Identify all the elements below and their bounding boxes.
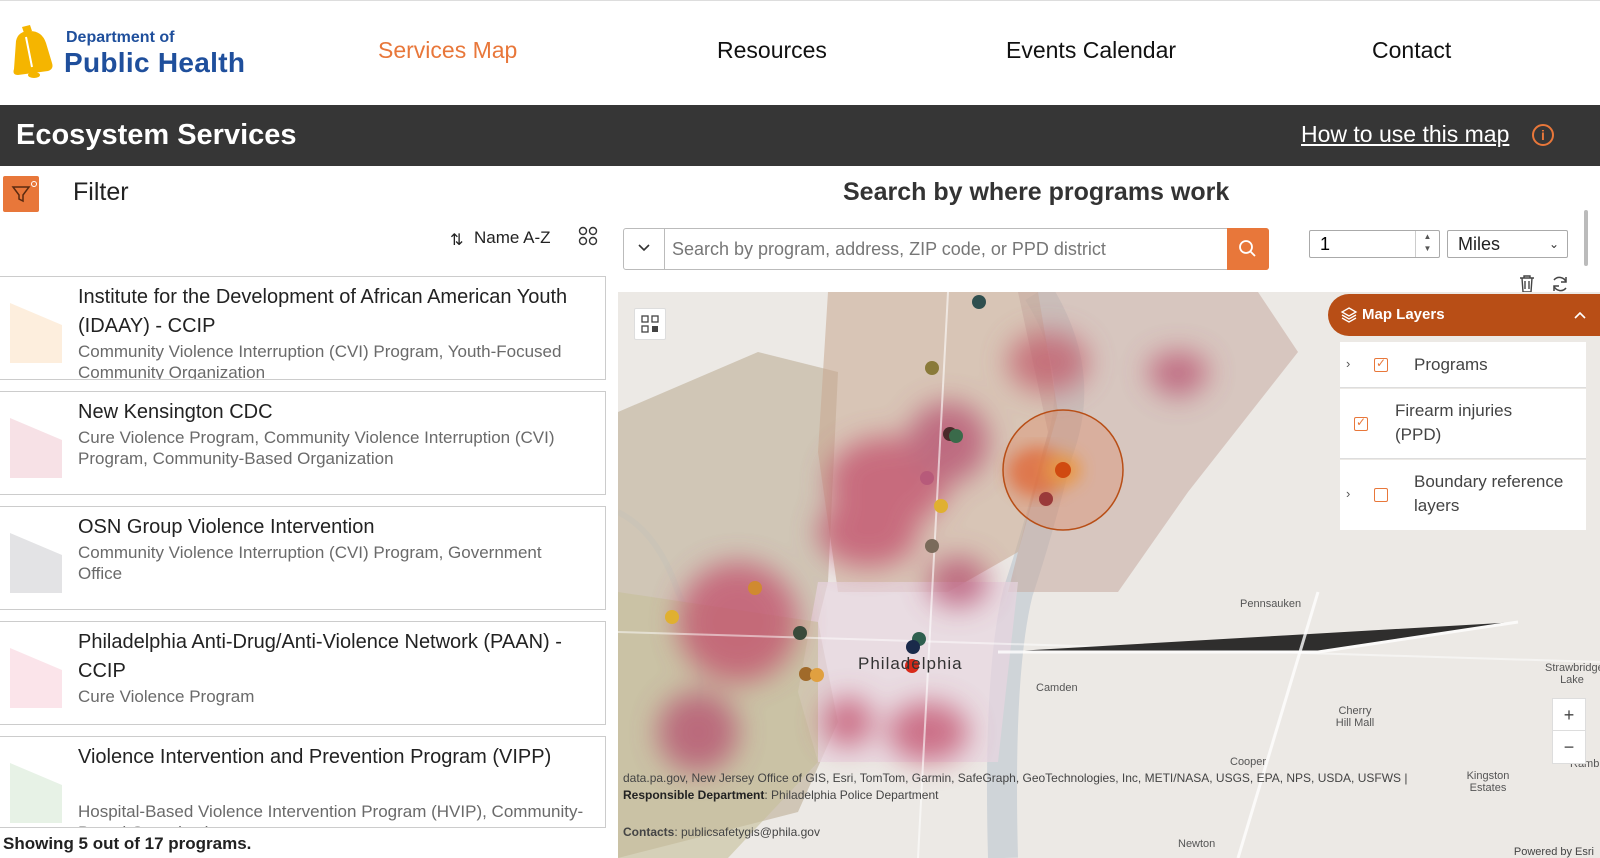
- map-layers-header[interactable]: Map Layers: [1328, 294, 1600, 336]
- trash-icon[interactable]: [1518, 274, 1536, 294]
- distance-stepper[interactable]: ▲▼: [1309, 230, 1440, 258]
- how-to-use-link[interactable]: How to use this map: [1301, 121, 1510, 147]
- attribution-text: data.pa.gov, New Jersey Office of GIS, E…: [623, 771, 1408, 785]
- program-thumbnail: [10, 648, 62, 708]
- program-thumbnail: [10, 418, 62, 478]
- filter-label: Filter: [73, 178, 129, 206]
- funnel-icon: [11, 186, 31, 203]
- nav-services-map[interactable]: Services Map: [378, 37, 518, 63]
- distance-input[interactable]: [1320, 233, 1410, 255]
- layer-boundary-label: Boundary reference layers: [1414, 472, 1564, 515]
- chevron-right-icon[interactable]: ›: [1346, 486, 1351, 501]
- map-layers-panel: Map Layers › Programs Firearm injuries (…: [1328, 292, 1600, 538]
- nav-events-calendar[interactable]: Events Calendar: [1006, 37, 1177, 63]
- chevron-up-icon[interactable]: [1572, 307, 1588, 323]
- layer-programs-checkbox[interactable]: [1374, 356, 1388, 372]
- layer-programs-label: Programs: [1414, 355, 1488, 374]
- refresh-icon[interactable]: [1550, 274, 1570, 294]
- grid-view-icon[interactable]: [578, 226, 598, 246]
- program-description: Hospital-Based Violence Intervention Pro…: [78, 802, 584, 827]
- search-dropdown-button[interactable]: [624, 229, 665, 269]
- map-layers-title: Map Layers: [1362, 306, 1445, 323]
- department-logo[interactable]: Department of Public Health: [8, 21, 268, 81]
- info-icon[interactable]: i: [1532, 124, 1554, 146]
- program-card[interactable]: Philadelphia Anti-Drug/Anti-Violence Net…: [0, 621, 606, 725]
- scrollbar[interactable]: [1584, 210, 1588, 266]
- layer-firearm-label: Firearm injuries (PPD): [1395, 401, 1513, 444]
- title-bar: Ecosystem Services How to use this map i: [0, 105, 1600, 166]
- layer-programs[interactable]: › Programs: [1340, 342, 1586, 388]
- logo-line2: Public Health: [64, 47, 246, 78]
- map-label-cooper: Cooper: [1230, 756, 1267, 768]
- map-label-strawbridge: Strawbridge Lake: [1545, 662, 1600, 686]
- program-name: Philadelphia Anti-Drug/Anti-Violence Net…: [78, 631, 562, 682]
- responsible-value: : Philadelphia Police Department: [764, 788, 939, 802]
- map-label-camden: Camden: [1036, 682, 1078, 694]
- chevron-down-icon: [638, 244, 650, 252]
- liberty-bell-icon: [13, 25, 53, 78]
- program-card[interactable]: New Kensington CDC Cure Violence Program…: [0, 391, 606, 495]
- page-title: Ecosystem Services: [16, 119, 297, 151]
- program-name: OSN Group Violence Intervention: [78, 516, 375, 538]
- chevron-down-icon[interactable]: ▼: [1423, 244, 1432, 253]
- units-select[interactable]: Miles ⌄: [1447, 230, 1568, 258]
- program-name: Violence Intervention and Prevention Pro…: [78, 746, 552, 768]
- program-thumbnail: [10, 303, 62, 363]
- program-list-panel: Filter ⇅ Name A-Z Institute for the Deve…: [0, 166, 608, 858]
- chevron-up-icon[interactable]: ▲: [1423, 232, 1432, 241]
- search-bar: [623, 228, 1269, 270]
- nav-contact[interactable]: Contact: [1372, 37, 1452, 63]
- zoom-controls: + −: [1552, 698, 1586, 764]
- chevron-down-icon: ⌄: [1548, 237, 1559, 251]
- program-card[interactable]: Violence Intervention and Prevention Pro…: [0, 736, 606, 828]
- search-icon: [1239, 240, 1256, 257]
- sort-icon[interactable]: ⇅: [450, 232, 464, 249]
- zoom-out-button[interactable]: −: [1563, 737, 1575, 757]
- layer-firearm-checkbox[interactable]: [1354, 415, 1368, 431]
- map-label-newton: Newton: [1178, 838, 1216, 850]
- map-label-pennsauken: Pennsauken: [1240, 598, 1302, 610]
- program-description: Community Violence Interruption (CVI) Pr…: [78, 342, 562, 380]
- responsible-label: Responsible Department: [623, 788, 765, 802]
- stepper-arrows[interactable]: ▲ ▼: [1415, 231, 1439, 257]
- program-name: New Kensington CDC: [78, 401, 273, 423]
- layers-icon: [1340, 307, 1358, 323]
- qr-code-icon: [641, 315, 659, 333]
- program-thumbnail: [10, 763, 62, 823]
- units-value: Miles: [1458, 234, 1501, 254]
- search-input[interactable]: [672, 229, 1212, 269]
- sort-name-az-button[interactable]: Name A-Z: [474, 228, 551, 247]
- zoom-in-button[interactable]: +: [1553, 699, 1585, 731]
- program-card[interactable]: OSN Group Violence Intervention Communit…: [0, 506, 606, 610]
- layer-boundary-reference[interactable]: › Boundary reference layers: [1340, 460, 1586, 530]
- search-button[interactable]: [1227, 228, 1269, 270]
- chevron-right-icon[interactable]: ›: [1346, 356, 1351, 371]
- responsible-department: Responsible Department: Philadelphia Pol…: [623, 787, 1423, 804]
- search-title: Search by where programs work: [843, 178, 1230, 206]
- map-label-cherry-hill: Cherry Hill Mall: [1335, 705, 1375, 729]
- program-name: Institute for the Development of African…: [78, 286, 568, 337]
- results-count: Showing 5 out of 17 programs.: [3, 834, 252, 853]
- qr-code-button[interactable]: [634, 308, 666, 340]
- powered-by-esri[interactable]: Powered by Esri: [1513, 846, 1594, 858]
- contacts-label: Contacts: [623, 825, 675, 839]
- nav-resources[interactable]: Resources: [717, 37, 827, 63]
- program-thumbnail: [10, 533, 62, 593]
- map-label-kingston: Kingston Estates: [1466, 770, 1510, 794]
- layer-firearm-injuries[interactable]: Firearm injuries (PPD): [1340, 389, 1586, 459]
- program-description: Community Violence Interruption (CVI) Pr…: [78, 543, 542, 583]
- logo-line1: Department of: [66, 29, 175, 46]
- map-label-philadelphia: Philadelphia: [858, 654, 963, 673]
- program-card[interactable]: Institute for the Development of African…: [0, 276, 606, 380]
- map-contacts: Contacts: publicsafetygis@phila.gov: [623, 825, 820, 839]
- program-description: Cure Violence Program: [78, 687, 255, 706]
- contacts-value[interactable]: : publicsafetygis@phila.gov: [674, 825, 820, 839]
- map-attribution: data.pa.gov, New Jersey Office of GIS, E…: [623, 770, 1423, 804]
- filter-active-dot: [31, 181, 37, 187]
- filter-button[interactable]: [3, 176, 39, 212]
- top-navigation: Department of Public Health Services Map…: [0, 0, 1600, 105]
- program-description: Cure Violence Program, Community Violenc…: [78, 428, 555, 468]
- layer-boundary-checkbox[interactable]: [1374, 488, 1388, 502]
